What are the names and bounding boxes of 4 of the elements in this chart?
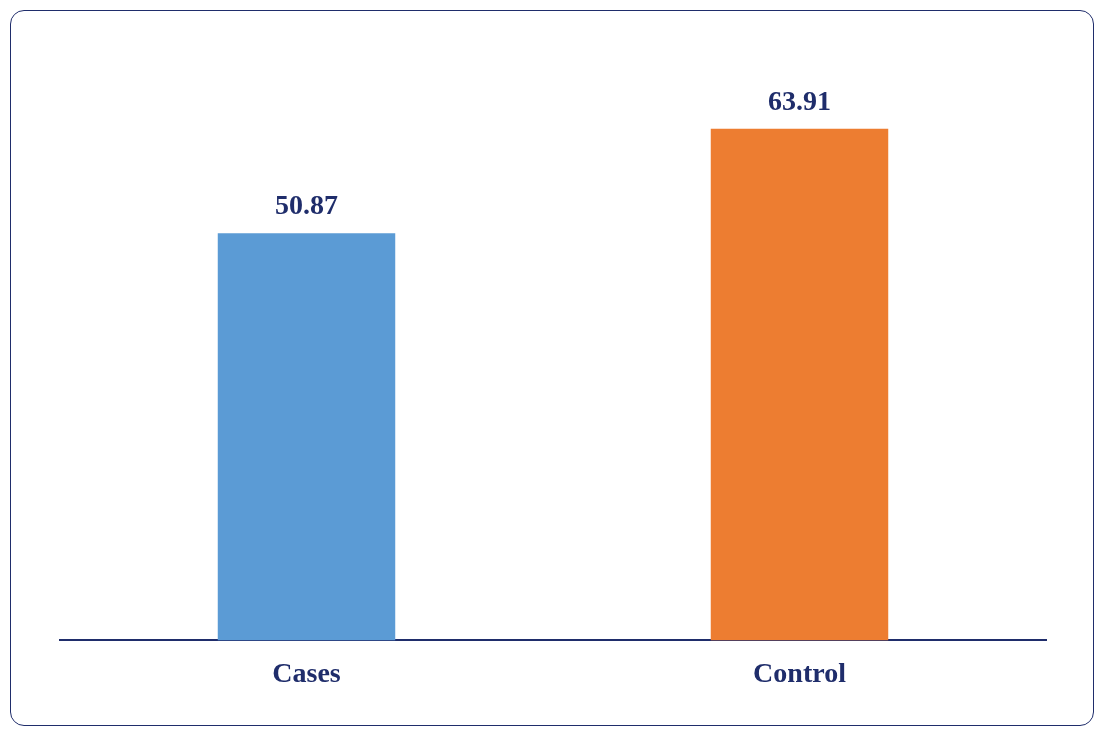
x-tick-label: Cases: [272, 657, 341, 689]
data-label: 50.87: [275, 189, 338, 221]
data-label: 63.91: [768, 84, 831, 116]
x-tick-label: Control: [753, 657, 847, 689]
